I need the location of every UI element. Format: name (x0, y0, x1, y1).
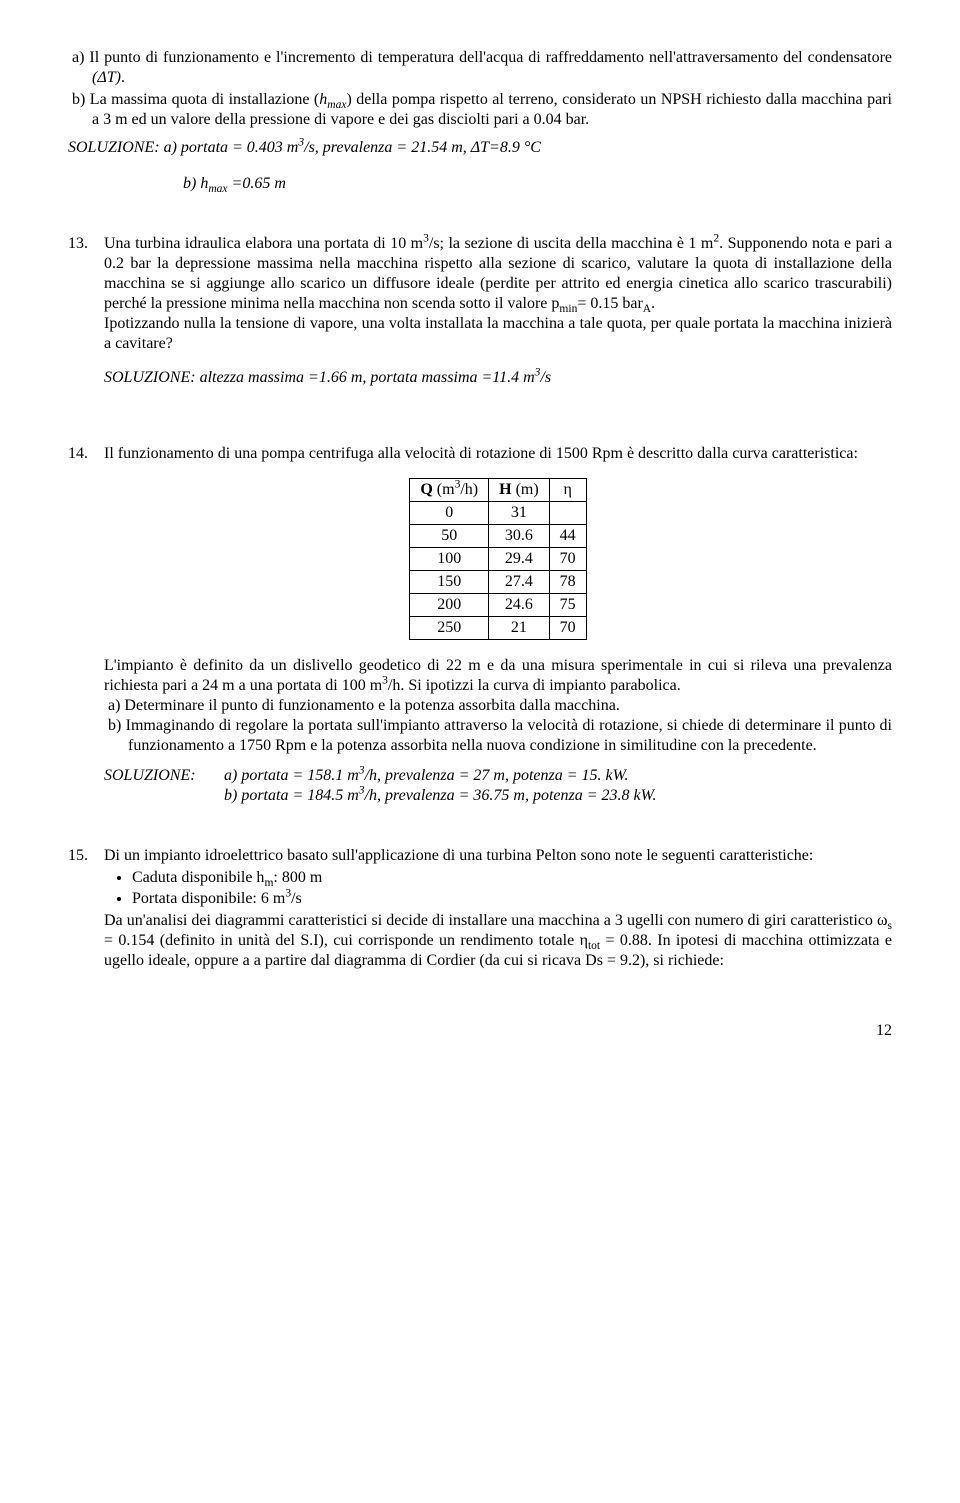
table-row: 031 (410, 502, 586, 525)
problem-14-sol-label: SOLUZIONE: (104, 766, 224, 806)
bullet-caduta: Caduta disponibile hm: 800 m (132, 868, 892, 888)
problem-15: 15. Di un impianto idroelettrico basato … (68, 846, 892, 971)
top-item-b: b) La massima quota di installazione (hm… (68, 90, 892, 130)
problem-13-number: 13. (68, 234, 104, 404)
table-row: 10029.470 (410, 548, 586, 571)
problem-13-body: Una turbina idraulica elabora una portat… (104, 234, 892, 314)
problem-14-sol-b: b) portata = 184.5 m3/h, prevalenza = 36… (224, 786, 892, 806)
problem-15-after: Da un'analisi dei diagrammi caratteristi… (104, 911, 892, 971)
top-solution-b: b) hmax =0.65 m (68, 174, 892, 194)
problem-14-table: Q (m3/h) H (m) η 031 5030.644 10029.470 … (104, 478, 892, 640)
problem-15-number: 15. (68, 846, 104, 971)
problem-13-body2: Ipotizzando nulla la tensione di vapore,… (104, 314, 892, 354)
table-row: 2502170 (410, 617, 586, 640)
problem-14-after: L'impianto è definito da un dislivello g… (104, 656, 892, 696)
problem-14-b: b) Immaginando di regolare la portata su… (104, 716, 892, 756)
table-row: 20024.675 (410, 594, 586, 617)
page-number: 12 (68, 1021, 892, 1041)
table-header-eta: η (549, 479, 586, 502)
problem-14-number: 14. (68, 444, 104, 806)
problem-15-intro: Di un impianto idroelettrico basato sull… (104, 846, 892, 866)
problem-14-solution: SOLUZIONE: a) portata = 158.1 m3/h, prev… (104, 766, 892, 806)
table-header-q: Q (m3/h) (410, 479, 489, 502)
table-row: 15027.478 (410, 571, 586, 594)
table-header-h: H (m) (489, 479, 550, 502)
problem-15-bullets: Caduta disponibile hm: 800 m Portata dis… (132, 868, 892, 909)
problem-14-a: a) Determinare il punto di funzionamento… (104, 696, 892, 716)
top-item-a: a) Il punto di funzionamento e l'increme… (68, 48, 892, 88)
problem-14-sol-a: a) portata = 158.1 m3/h, prevalenza = 27… (224, 766, 892, 786)
problem-14: 14. Il funzionamento di una pompa centri… (68, 444, 892, 806)
problem-14-intro: Il funzionamento di una pompa centrifuga… (104, 444, 892, 464)
bullet-portata: Portata disponibile: 6 m3/s (132, 889, 892, 909)
problem-13-solution: SOLUZIONE: altezza massima =1.66 m, port… (104, 368, 892, 388)
table-row: 5030.644 (410, 525, 586, 548)
top-solution-a: SOLUZIONE: a) portata = 0.403 m3/s, prev… (68, 138, 892, 158)
problem-13: 13. Una turbina idraulica elabora una po… (68, 234, 892, 404)
